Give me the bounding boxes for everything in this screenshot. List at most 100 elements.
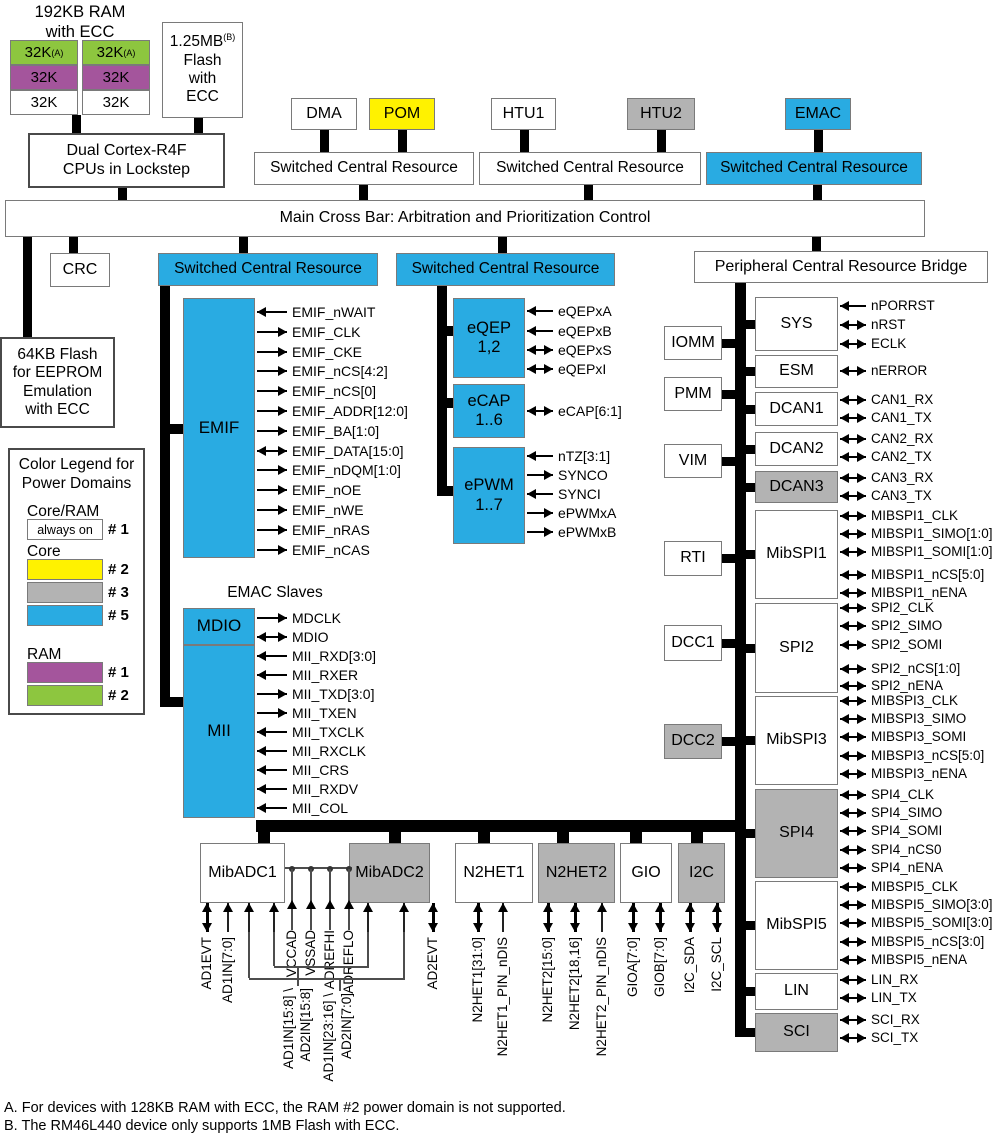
adc-shared-arrow-3 [399, 903, 409, 932]
stub-flash-cpu [194, 118, 203, 133]
adc-supply-line [285, 867, 352, 869]
perip-spi4-sig-4-label: SPI4_nENA [871, 860, 944, 875]
sysmod-stub-0 [722, 338, 735, 348]
mii-sig-7-arrow [257, 784, 287, 794]
emif-sig-1-label: EMIF_CLK [292, 323, 361, 340]
perip-spi4: SPI4 [755, 789, 838, 878]
pin-i2c-0 [685, 903, 695, 932]
bottom-stub-5 [691, 832, 703, 843]
perip-lin-sig-0-arrow [840, 975, 866, 985]
emif-sig-3-arrow [257, 366, 287, 377]
mii-sig-8-arrow [257, 803, 287, 813]
emif-sig-12-arrow [257, 544, 287, 555]
pinlab-i2c-1: I2C_SCL [709, 937, 724, 992]
adc-shared-label-2: AD1IN[23:16] \ [321, 993, 336, 1082]
perip-stub-2 [746, 404, 755, 414]
perip-lin-sig-1-label: LIN_TX [871, 990, 917, 1005]
perip-dcan3: DCAN3 [755, 471, 838, 503]
mdio-box: MDIO [183, 608, 255, 645]
pin-mibadc2-0 [428, 903, 438, 932]
emif-sig-9-label: EMIF_nOE [292, 482, 362, 499]
stub-cpu-xbar [118, 188, 127, 200]
pin-i2c-1 [712, 903, 722, 932]
perip-esm-sig-0-label: nERROR [871, 363, 928, 378]
stub-scr2 [813, 185, 822, 200]
perip-mibspi3: MibSPI3 [755, 696, 838, 785]
mdio-sig-0-arrow [257, 613, 287, 623]
adc-supply-vline-0 [291, 869, 293, 930]
mii-stub [160, 697, 183, 707]
emac-slaves-title: EMAC Slaves [227, 584, 323, 601]
perip-spi2-sig-4-label: SPI2_nENA [871, 678, 944, 693]
perip-lin-sig-0-label: LIN_RX [871, 972, 919, 987]
ctrl-1-sig-0-arrow [527, 406, 553, 416]
master-htu1: HTU1 [491, 98, 556, 130]
pin-n2het1-1 [498, 903, 508, 932]
perip-sys-sig-0-arrow [840, 301, 866, 311]
stub-scr1 [584, 185, 593, 200]
master-htu2: HTU2 [627, 98, 695, 130]
perip-mibspi5-sig-0-label: MIBSPI5_CLK [871, 879, 959, 894]
master-emac: EMAC [785, 98, 851, 130]
emif-sig-1-arrow [257, 326, 287, 337]
mii-sig-8-label: MII_COL [292, 800, 349, 816]
perip-mibspi3-sig-0-arrow [840, 696, 866, 706]
stub-dma [320, 130, 329, 152]
sysmod-stub-4 [722, 638, 735, 648]
ctrl-2-sig-1-arrow [527, 470, 553, 480]
perip-mibspi3-sig-4-arrow [840, 769, 866, 779]
perip-spi2-sig-4-arrow [840, 681, 866, 691]
mii-sig-0-arrow [257, 651, 287, 661]
mii-sig-1-arrow [257, 670, 287, 680]
perip-sys: SYS [755, 297, 838, 351]
perip-spi2-sig-2-arrow [840, 640, 866, 650]
mii-sig-3-arrow [257, 708, 287, 718]
bottom-i2c: I2C [678, 843, 725, 903]
emif-sig-5-label: EMIF_ADDR[12:0] [292, 403, 408, 419]
perip-mibspi3-sig-0-label: MIBSPI3_CLK [871, 693, 959, 708]
emif-sig-10-arrow [257, 505, 287, 515]
legend-label-0-0: # 1 [108, 521, 129, 538]
stub-htu2 [657, 130, 666, 152]
perip-mibspi5-sig-0-arrow [840, 882, 866, 892]
bottom-n2het1: N2HET1 [455, 843, 533, 903]
pinlab-n2het2-0: N2HET2[15:0] [540, 937, 555, 1023]
perip-spi4-sig-1-label: SPI4_SIMO [871, 805, 943, 820]
emif-box: EMIF [183, 298, 255, 558]
perip-dcan2-sig-0-label: CAN2_RX [871, 431, 934, 446]
adc-supply-vline-1 [310, 869, 312, 930]
ctrl-2-sig-0-arrow [527, 451, 553, 461]
adc-supply-vline-2 [329, 869, 331, 930]
mii-sig-7-label: MII_RXDV [292, 781, 359, 797]
eeprom-flash-box: 64KB Flash for EEPROM Emulation with ECC [0, 337, 115, 428]
mii-sig-3-label: MII_TXEN [292, 705, 357, 721]
perip-mibspi1-sig-0-arrow [840, 511, 866, 521]
adc-shared-drop-0 [248, 932, 250, 978]
pwm-bus [437, 286, 447, 496]
perip-dcan2: DCAN2 [755, 432, 838, 466]
crossbar-box: Main Cross Bar: Arbitration and Prioriti… [5, 200, 925, 237]
perip-sys-sig-1-label: nRST [871, 317, 906, 332]
stub-scr4 [498, 237, 507, 253]
legend-label-1-1: # 3 [108, 584, 129, 601]
ram-cell-0-0: 32K (A) [10, 40, 78, 65]
ctrl-1-sig-0-label: eCAP[6:1] [558, 403, 622, 419]
mii-sig-1-label: MII_RXER [292, 667, 359, 683]
perip-stub-0 [746, 319, 755, 329]
emif-sig-0-arrow [257, 307, 287, 317]
sysmod-stub-2 [722, 456, 735, 466]
mii-sig-6-label: MII_CRS [292, 762, 349, 778]
pinlab-n2het2-2: N2HET2_PIN_nDIS [594, 937, 609, 1057]
stub-htu1 [519, 130, 529, 152]
emif-bus [160, 286, 170, 707]
perip-mibspi3-sig-1-label: MIBSPI3_SIMO [871, 711, 967, 726]
perip-mibspi5-sig-4-arrow [840, 955, 866, 965]
legend-swatch-1-1 [27, 582, 103, 603]
adc-shared-label-1: AD2IN[15:8] [298, 988, 313, 1062]
bottom-stub-3 [557, 832, 569, 843]
perip-stub-10 [746, 987, 755, 996]
ctrl-0-sig-1-label: eQEPxB [558, 323, 612, 339]
bottom-stub-1 [389, 832, 401, 843]
eqep-stub [447, 326, 453, 336]
